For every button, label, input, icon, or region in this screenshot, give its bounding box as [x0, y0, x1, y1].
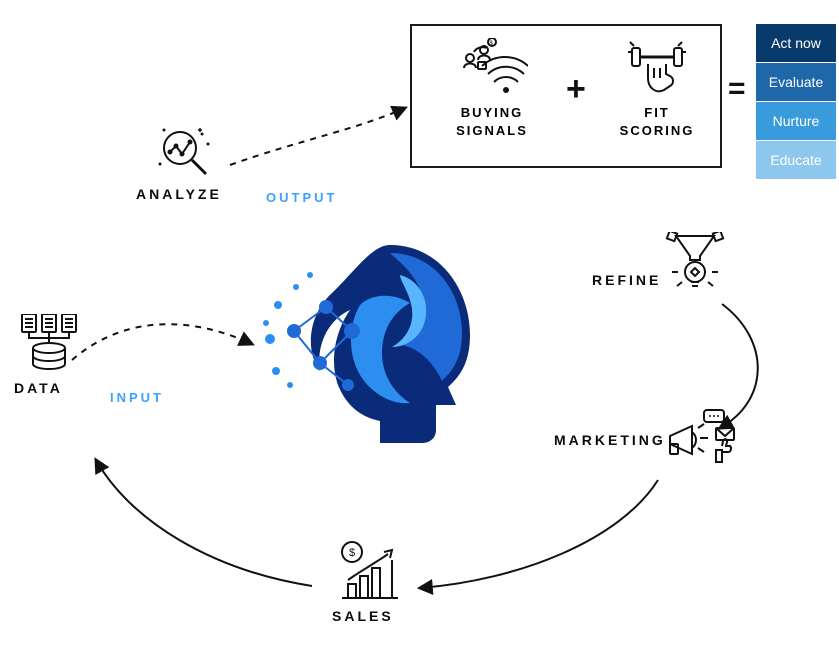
- label-output: OUTPUT: [266, 190, 337, 205]
- label-input: INPUT: [110, 390, 164, 405]
- refine-icon: [664, 232, 726, 290]
- tier-educate: Educate: [756, 141, 836, 179]
- col1-line1: BUYING: [461, 105, 524, 120]
- output-box: $ BUYING SIGNALS +: [410, 24, 722, 168]
- fit-icon: [626, 38, 688, 98]
- marketing-icon: [664, 408, 736, 468]
- arrow-marketing-to-sales: [420, 480, 658, 588]
- sales-icon: $: [338, 540, 402, 602]
- svg-text:$: $: [349, 547, 355, 559]
- arrow-data-to-head: [72, 324, 252, 360]
- ai-head-icon: [260, 235, 480, 445]
- col-fit-scoring: FIT SCORING: [602, 38, 712, 140]
- col2-line2: SCORING: [620, 123, 695, 138]
- col-buying-signals: $ BUYING SIGNALS: [432, 38, 552, 140]
- data-icon: [18, 314, 82, 372]
- equals-symbol: =: [728, 72, 744, 106]
- tier-evaluate: Evaluate: [756, 63, 836, 101]
- label-sales: SALES: [332, 608, 394, 624]
- arrow-analyze-to-box: [230, 108, 405, 165]
- label-marketing: MARKETING: [554, 432, 666, 448]
- label-refine: REFINE: [592, 272, 661, 288]
- arrow-sales-to-data: [96, 460, 312, 586]
- tier-nurture: Nurture: [756, 102, 836, 140]
- label-analyze: ANALYZE: [136, 186, 222, 202]
- signals-icon: $: [456, 38, 528, 98]
- col1-line2: SIGNALS: [456, 123, 528, 138]
- plus-symbol: +: [566, 70, 586, 109]
- label-data: DATA: [14, 380, 63, 396]
- analyze-icon: [156, 124, 214, 182]
- col2-line1: FIT: [644, 105, 670, 120]
- tier-act-now: Act now: [756, 24, 836, 62]
